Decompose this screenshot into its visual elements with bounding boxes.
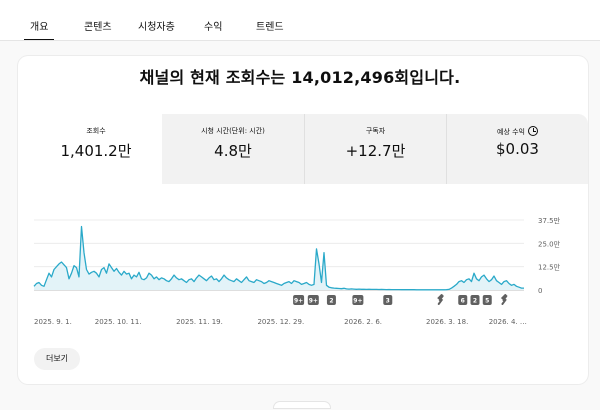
svg-text:9+: 9+: [309, 298, 318, 305]
metric-tab-subscribers[interactable]: 구독자 +12.7만: [305, 114, 446, 184]
y-tick-label: 0: [538, 287, 542, 295]
views-area: [34, 226, 524, 290]
metric-tab-watch-time[interactable]: 시청 시간(단위: 시간) 4.8만: [162, 114, 304, 184]
y-tick-label: 25.0만: [538, 239, 561, 248]
shorts-marker-icon[interactable]: [437, 294, 444, 305]
metric-label-text: 예상 수익: [497, 128, 525, 136]
metric-value: $0.03: [496, 140, 539, 158]
metric-tab-views[interactable]: 조회수 1,401.2만: [30, 114, 162, 184]
x-tick-label: 2025. 10. 11.: [95, 318, 142, 326]
metric-tab-revenue[interactable]: 예상 수익 $0.03: [447, 114, 588, 184]
metric-label: 조회수: [86, 127, 106, 135]
metric-value: 4.8만: [214, 142, 252, 160]
x-tick-label: 2025. 12. 29.: [257, 318, 304, 326]
tab-trends[interactable]: 트렌드: [256, 22, 284, 33]
svg-text:3: 3: [386, 298, 390, 305]
tab-audience[interactable]: 시청자층: [138, 22, 175, 33]
views-line: [33, 225, 524, 291]
y-tick-label: 37.5만: [538, 216, 561, 225]
svg-text:9+: 9+: [294, 298, 303, 305]
y-tick-label: 12.5만: [538, 263, 561, 272]
x-tick-label: 2026. 3. 18.: [426, 318, 468, 326]
x-tick-label: 2025. 9. 1.: [34, 318, 72, 326]
metric-label: 구독자: [365, 127, 386, 135]
tab-bar: 개요 콘텐츠 시청자층 수익 트렌드: [0, 0, 600, 41]
video-marker[interactable]: 9+: [307, 295, 319, 305]
see-more-button[interactable]: 더보기: [34, 348, 80, 370]
tab-content[interactable]: 콘텐츠: [84, 22, 112, 33]
metric-tabs: 조회수 1,401.2만 시청 시간(단위: 시간) 4.8만 구독자 +12.…: [30, 114, 588, 184]
video-marker[interactable]: 9+: [293, 295, 305, 305]
page-title: 채널의 현재 조회수는 14,012,496회입니다.: [139, 68, 461, 87]
video-marker[interactable]: 5: [482, 295, 492, 305]
metric-divider: [304, 114, 305, 184]
svg-text:6: 6: [461, 298, 465, 305]
x-tick-label: 2026. 2. 6.: [344, 318, 382, 326]
svg-text:2: 2: [473, 298, 477, 305]
video-marker[interactable]: 2: [470, 295, 480, 305]
tab-revenue[interactable]: 수익: [204, 22, 223, 33]
metric-value: 1,401.2만: [60, 142, 132, 160]
video-marker[interactable]: 2: [326, 295, 336, 305]
x-tick-label: 2025. 11. 19.: [176, 318, 223, 326]
svg-text:2: 2: [329, 298, 333, 305]
clock-icon: [528, 126, 538, 136]
chart-x-axis: 2025. 9. 1. 2025. 10. 11. 2025. 11. 19. 202…: [34, 318, 527, 326]
shorts-marker-icon[interactable]: [500, 294, 508, 305]
metric-value: +12.7만: [345, 142, 406, 160]
chart-markers: 9+ 9+ 2 9+ 3 6 2 5: [293, 294, 508, 305]
x-tick-label: 2026. 4. …: [489, 318, 527, 326]
video-marker[interactable]: 6: [458, 295, 468, 305]
scroll-handle: [274, 402, 330, 408]
video-marker[interactable]: 9+: [352, 295, 364, 305]
svg-text:9+: 9+: [353, 298, 362, 305]
svg-text:5: 5: [485, 298, 489, 305]
tab-overview[interactable]: 개요: [30, 22, 49, 33]
metric-label: 시청 시간(단위: 시간): [201, 127, 265, 135]
metric-label: 예상 수익: [447, 126, 588, 137]
metric-divider: [446, 114, 447, 184]
chart-y-axis: 37.5만 25.0만 12.5만 0: [538, 216, 561, 295]
tab-divider: [0, 40, 600, 41]
video-marker[interactable]: 3: [383, 295, 393, 305]
